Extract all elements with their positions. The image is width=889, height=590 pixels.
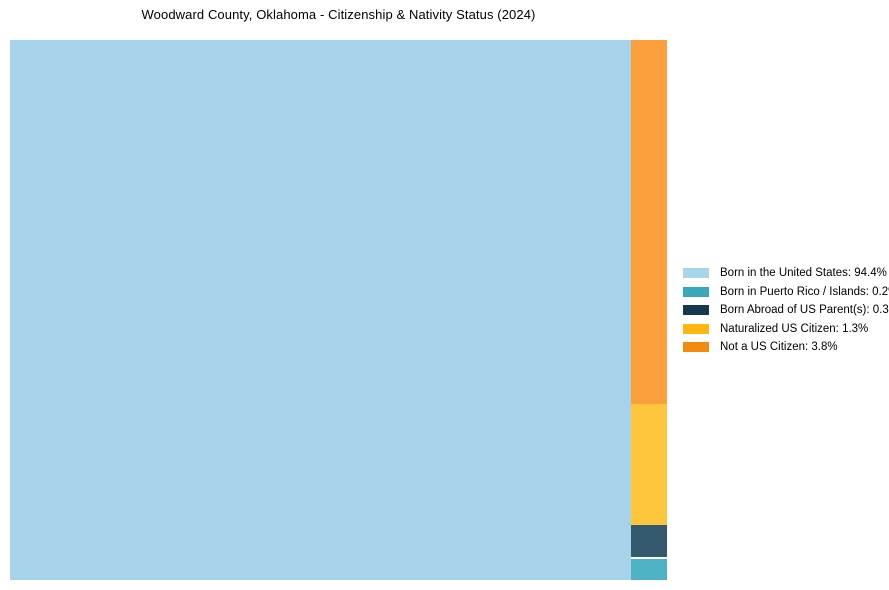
legend-swatch-born-in-united-states — [683, 268, 709, 279]
block-naturalized-us-citizen — [631, 404, 667, 525]
block-separator — [631, 557, 667, 559]
legend-swatch-born-in-puerto-rico-islands — [683, 286, 709, 297]
legend: Born in the United States: 94.4% Born in… — [683, 264, 889, 357]
chart-title: Woodward County, Oklahoma - Citizenship … — [141, 7, 536, 22]
legend-label: Born in Puerto Rico / Islands: 0.2% — [720, 285, 889, 298]
legend-label: Not a US Citizen: 3.8% — [720, 341, 838, 354]
legend-swatch-not-a-us-citizen — [683, 342, 709, 353]
legend-swatch-naturalized-us-citizen — [683, 323, 709, 334]
legend-item-born-abroad-of-us-parents: Born Abroad of US Parent(s): 0.3% — [683, 301, 889, 320]
legend-label: Naturalized US Citizen: 1.3% — [720, 322, 869, 335]
treemap-right-column — [631, 40, 667, 580]
legend-item-naturalized-us-citizen: Naturalized US Citizen: 1.3% — [683, 320, 889, 339]
block-not-a-us-citizen — [631, 40, 667, 404]
block-born-in-united-states — [10, 40, 631, 580]
block-born-abroad-of-us-parents — [631, 525, 667, 557]
legend-swatch-born-abroad-of-us-parents — [683, 305, 709, 316]
treemap-chart — [10, 40, 667, 580]
legend-item-born-in-united-states: Born in the United States: 94.4% — [683, 264, 889, 283]
block-born-in-puerto-rico-islands — [631, 559, 667, 580]
legend-label: Born Abroad of US Parent(s): 0.3% — [720, 304, 889, 317]
legend-item-not-a-us-citizen: Not a US Citizen: 3.8% — [683, 338, 889, 357]
legend-label: Born in the United States: 94.4% — [720, 267, 887, 280]
legend-item-born-in-puerto-rico-islands: Born in Puerto Rico / Islands: 0.2% — [683, 283, 889, 302]
